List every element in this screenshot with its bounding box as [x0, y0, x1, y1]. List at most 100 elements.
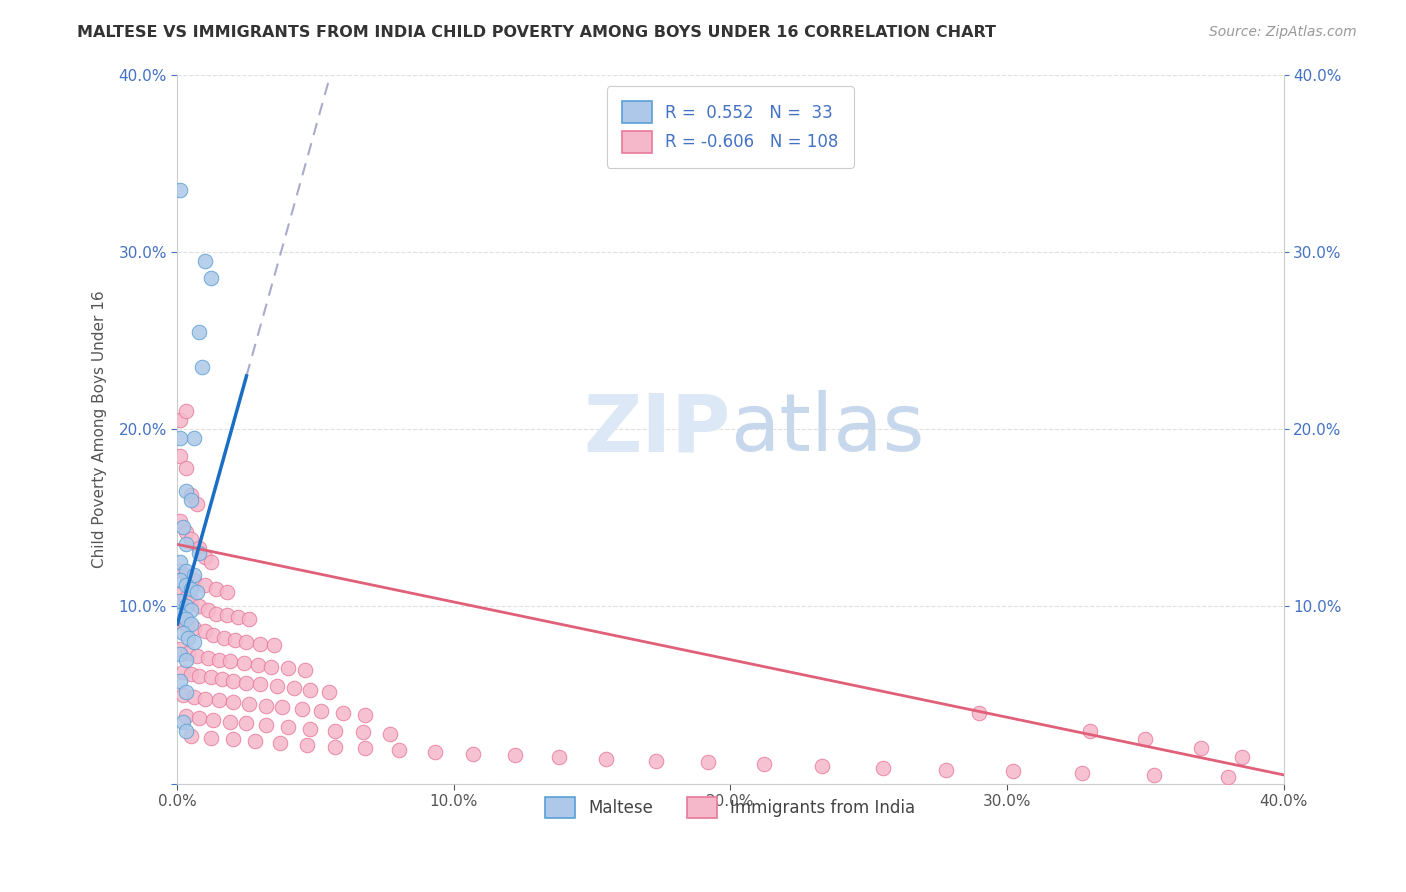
Point [224, 633, 246, 648]
Point [200, 670, 222, 684]
Point [174, 564, 197, 578]
Point [183, 635, 205, 649]
Point [180, 603, 202, 617]
Point [169, 514, 191, 528]
Point [352, 725, 374, 739]
Point [752, 757, 775, 772]
Point [174, 709, 197, 723]
Point [194, 253, 217, 268]
Point [174, 537, 197, 551]
Point [200, 555, 222, 569]
Point [243, 734, 266, 748]
Point [380, 727, 402, 741]
Point [169, 614, 191, 628]
Point [172, 519, 194, 533]
Point [172, 714, 194, 729]
Point [169, 648, 191, 662]
Point [169, 564, 191, 578]
Point [246, 657, 269, 672]
Point [291, 702, 314, 716]
Point [197, 650, 219, 665]
Point [1135, 732, 1157, 747]
Text: Source: ZipAtlas.com: Source: ZipAtlas.com [1209, 25, 1357, 39]
Text: MALTESE VS IMMIGRANTS FROM INDIA CHILD POVERTY AMONG BOYS UNDER 16 CORRELATION C: MALTESE VS IMMIGRANTS FROM INDIA CHILD P… [77, 25, 997, 40]
Point [200, 731, 222, 745]
Point [202, 713, 225, 727]
Point [180, 582, 202, 596]
Point [194, 578, 217, 592]
Point [174, 591, 197, 605]
Point [180, 617, 202, 632]
Point [174, 461, 197, 475]
Point [174, 484, 197, 499]
Point [169, 594, 191, 608]
Point [269, 736, 291, 750]
Point [354, 707, 377, 722]
Point [177, 646, 200, 660]
Point [180, 532, 202, 546]
Point [232, 656, 254, 670]
Point [174, 612, 197, 626]
Point [200, 271, 222, 285]
Point [174, 578, 197, 592]
Point [183, 567, 205, 582]
Point [548, 750, 571, 764]
Point [188, 711, 211, 725]
Point [235, 635, 257, 649]
Point [174, 567, 197, 582]
Point [202, 628, 225, 642]
Point [174, 652, 197, 666]
Point [266, 679, 288, 693]
Point [463, 747, 485, 761]
Point [697, 756, 720, 770]
Point [194, 691, 217, 706]
Point [186, 497, 208, 511]
Point [172, 665, 194, 679]
Point [299, 682, 322, 697]
Point [309, 704, 332, 718]
Point [1189, 741, 1212, 756]
Point [238, 612, 260, 626]
Point [277, 661, 299, 675]
Point [208, 652, 231, 666]
Text: atlas: atlas [731, 390, 925, 468]
Point [277, 720, 299, 734]
Point [186, 649, 208, 664]
Point [254, 698, 277, 713]
Point [188, 541, 211, 555]
Point [219, 714, 242, 729]
Point [174, 617, 197, 632]
Point [323, 723, 346, 738]
Point [235, 675, 257, 690]
Point [1070, 766, 1092, 780]
Point [283, 681, 305, 695]
Point [169, 183, 191, 197]
Point [263, 639, 285, 653]
Point [183, 690, 205, 704]
Point [254, 718, 277, 732]
Point [188, 668, 211, 682]
Point [235, 716, 257, 731]
Point [180, 488, 202, 502]
Point [169, 449, 191, 463]
Point [1142, 768, 1164, 782]
Point [169, 431, 191, 445]
Point [174, 599, 197, 614]
Point [197, 603, 219, 617]
Point [217, 585, 239, 599]
Point [294, 663, 316, 677]
Point [595, 752, 617, 766]
Point [191, 360, 214, 375]
Point [221, 673, 243, 688]
Point [205, 607, 228, 621]
Point [174, 684, 197, 698]
Point [238, 697, 260, 711]
Point [180, 594, 202, 608]
Point [219, 654, 242, 668]
Point [208, 693, 231, 707]
Point [221, 695, 243, 709]
Point [297, 738, 319, 752]
Point [188, 546, 211, 560]
Point [174, 404, 197, 418]
Point [260, 659, 283, 673]
